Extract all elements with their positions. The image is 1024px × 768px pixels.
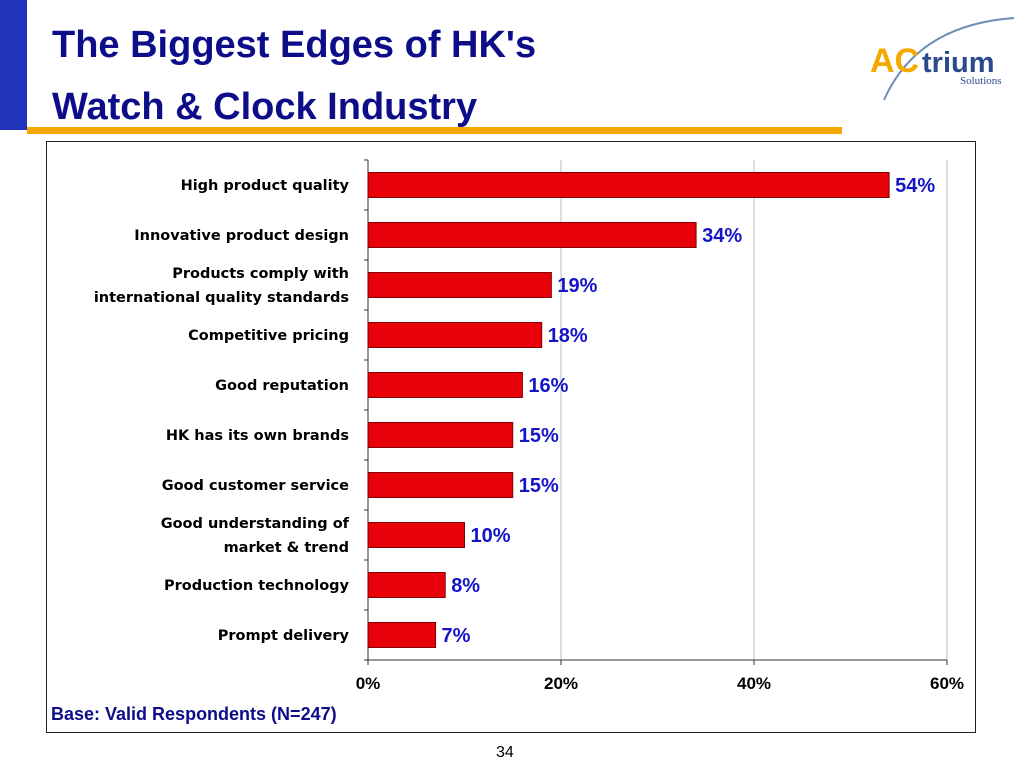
bar [367, 422, 514, 448]
bar-chart: 0% 20% 40% 60% 54% High product quality 34% Inn… [94, 159, 964, 693]
left-accent-bar [0, 0, 27, 130]
category-label: Good customer service [162, 478, 349, 494]
category-label: market & trend [224, 540, 349, 556]
x-tick-label: 0% [356, 674, 381, 693]
data-label: 34% [702, 225, 742, 247]
title-underline-rule [27, 127, 842, 134]
x-tick-label: 40% [737, 674, 771, 693]
logo-swoosh-arc [883, 17, 1015, 101]
bar [367, 522, 465, 548]
data-label: 10% [471, 525, 511, 547]
category-label: Products comply with [172, 266, 349, 282]
bar [367, 572, 446, 598]
data-label: 15% [519, 475, 559, 497]
data-label: 15% [519, 425, 559, 447]
category-label: Production technology [164, 578, 350, 594]
slide-title-line1: The Biggest Edges of HK's [52, 24, 537, 66]
category-label: Good reputation [215, 378, 349, 394]
logo-text-trium: trium [922, 47, 995, 79]
category-label: Competitive pricing [188, 328, 349, 344]
bar [367, 272, 552, 298]
category-label: international quality standards [94, 290, 349, 306]
data-label: 54% [895, 175, 935, 197]
data-label: 8% [451, 575, 480, 597]
category-label: HK has its own brands [166, 428, 349, 444]
logo-tagline: Solutions [960, 75, 1002, 87]
category-label: Prompt delivery [218, 628, 350, 644]
x-tick-label: 60% [930, 674, 964, 693]
bar [367, 222, 697, 248]
bar [367, 472, 514, 498]
bar [367, 622, 437, 648]
slide-title-line2: Watch & Clock Industry [52, 86, 478, 128]
data-label: 7% [442, 625, 471, 647]
actrium-logo: AC trium Solutions [870, 17, 1015, 101]
page-number: 34 [496, 744, 514, 761]
bar [367, 172, 890, 198]
bar [367, 372, 523, 398]
category-label: Innovative product design [134, 228, 349, 244]
data-label: 16% [528, 375, 568, 397]
data-label: 18% [548, 325, 588, 347]
logo-text-ac: AC [870, 42, 919, 80]
category-label: High product quality [181, 178, 350, 194]
x-tick-label: 20% [544, 674, 578, 693]
category-label: Good understanding of [161, 516, 350, 532]
chart-frame: 0% 20% 40% 60% 54% High product quality 34% Inn… [46, 141, 976, 733]
base-note: Base: Valid Respondents (N=247) [51, 704, 337, 724]
bar [367, 322, 543, 348]
data-label: 19% [557, 275, 597, 297]
